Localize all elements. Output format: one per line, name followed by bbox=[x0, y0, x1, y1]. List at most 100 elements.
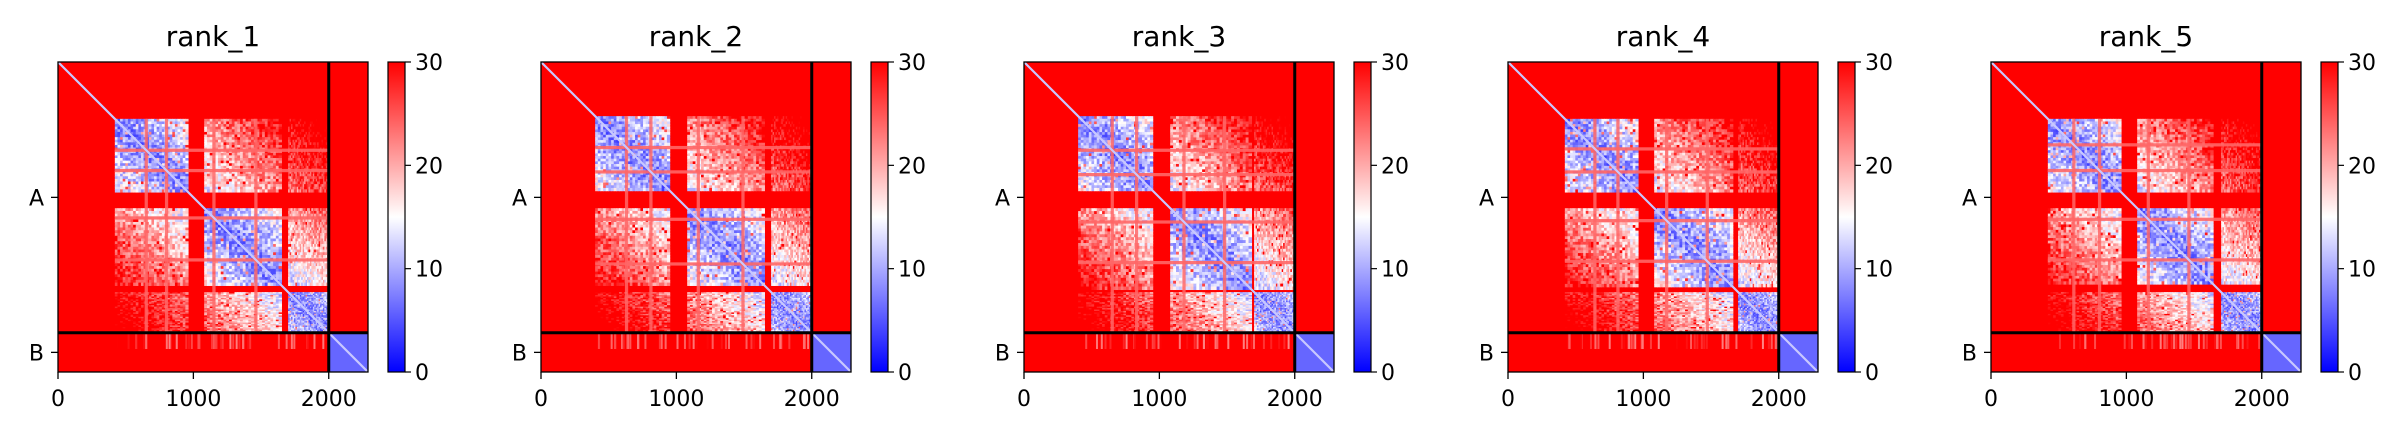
pae-cell bbox=[185, 274, 189, 278]
pae-cell bbox=[320, 165, 323, 170]
pae-cell bbox=[220, 213, 225, 218]
pae-cell bbox=[159, 152, 163, 157]
pae-cell bbox=[295, 246, 298, 251]
pae-cell bbox=[133, 306, 137, 309]
pae-cell bbox=[311, 176, 314, 180]
pae-cell bbox=[206, 252, 211, 256]
pae-cell bbox=[311, 118, 314, 123]
pae-cell bbox=[302, 126, 305, 130]
pae-cell bbox=[125, 244, 129, 248]
pae-cell bbox=[154, 131, 158, 136]
pae-cell bbox=[167, 305, 171, 308]
pae-cell bbox=[206, 181, 211, 185]
pae-cell bbox=[314, 277, 317, 281]
pae-cell bbox=[296, 152, 299, 157]
pae-cell bbox=[259, 144, 263, 149]
pae-cell bbox=[296, 189, 299, 193]
pae-cell bbox=[309, 171, 312, 175]
pae-cell bbox=[167, 246, 171, 251]
pae-cell bbox=[308, 163, 311, 167]
pae-cell bbox=[185, 230, 189, 234]
pae-cell bbox=[262, 176, 266, 180]
pae-cell bbox=[114, 277, 119, 281]
pae-cell bbox=[251, 219, 255, 223]
pae-cell bbox=[167, 139, 171, 143]
pae-cell bbox=[308, 213, 311, 218]
pae-cell bbox=[259, 121, 263, 125]
pae-cell bbox=[114, 263, 119, 267]
pae-cell bbox=[140, 163, 145, 167]
pae-cell bbox=[296, 274, 299, 278]
pae-cell bbox=[130, 139, 134, 143]
pae-cell bbox=[204, 260, 208, 264]
pae-cell bbox=[321, 134, 324, 138]
pae-cell bbox=[289, 165, 292, 170]
pae-cell bbox=[248, 279, 252, 284]
pae-cell bbox=[231, 173, 236, 177]
pae-cell bbox=[161, 124, 166, 128]
pae-cell bbox=[215, 121, 219, 125]
pae-cell bbox=[231, 213, 236, 218]
pae-cell bbox=[226, 121, 230, 125]
pae-cell bbox=[278, 241, 282, 245]
pae-cell bbox=[248, 189, 252, 193]
pae-cell bbox=[174, 165, 179, 170]
pae-cell bbox=[278, 184, 282, 188]
pae-cell bbox=[251, 165, 255, 170]
pae-cell bbox=[223, 235, 227, 240]
pae-cell bbox=[133, 155, 137, 159]
pae-cell bbox=[322, 131, 325, 136]
pae-cell bbox=[169, 300, 173, 303]
pae-cell bbox=[215, 221, 219, 226]
pae-cell bbox=[292, 279, 295, 284]
pae-cell bbox=[315, 165, 318, 170]
pae-cell bbox=[169, 249, 173, 253]
pae-cell bbox=[167, 178, 171, 183]
pae-cell bbox=[325, 274, 328, 278]
pae-cell bbox=[161, 178, 166, 183]
pae-cell bbox=[262, 230, 266, 234]
pae-cell bbox=[125, 260, 129, 264]
pae-cell bbox=[231, 252, 236, 256]
pae-cell bbox=[293, 221, 296, 226]
pae-cell bbox=[275, 274, 280, 278]
pae-cell bbox=[177, 297, 181, 300]
pae-cell bbox=[293, 131, 296, 136]
pae-cell bbox=[154, 134, 158, 138]
pae-cell bbox=[127, 271, 132, 275]
pae-cell bbox=[156, 165, 160, 170]
pae-cell bbox=[114, 274, 119, 278]
pae-cell bbox=[273, 139, 277, 143]
pae-cell bbox=[291, 142, 294, 146]
pae-cell bbox=[133, 213, 137, 218]
pae-cell bbox=[159, 224, 163, 229]
pae-cell bbox=[180, 165, 184, 170]
pae-cell bbox=[182, 173, 186, 177]
pae-cell bbox=[278, 131, 282, 136]
pae-cell bbox=[322, 142, 325, 146]
pae-cell bbox=[273, 241, 277, 245]
pae-cell bbox=[114, 252, 119, 256]
pae-cell bbox=[172, 263, 176, 267]
pae-cell bbox=[245, 181, 249, 185]
pae-cell bbox=[264, 184, 269, 188]
pae-cell bbox=[293, 178, 296, 183]
pae-cell bbox=[172, 189, 176, 193]
pae-cell bbox=[320, 271, 323, 275]
pae-cell bbox=[298, 277, 301, 281]
pae-cell bbox=[320, 139, 323, 143]
pae-cell bbox=[127, 302, 132, 305]
pae-cell bbox=[264, 235, 269, 240]
pae-cell bbox=[262, 274, 266, 278]
pae-cell bbox=[229, 213, 233, 218]
pae-cell bbox=[161, 296, 166, 299]
pae-cell bbox=[148, 134, 153, 138]
pae-cell bbox=[122, 155, 126, 159]
pae-cell bbox=[174, 210, 179, 215]
pae-cell bbox=[299, 221, 302, 226]
pae-cell bbox=[312, 268, 315, 273]
pae-cell bbox=[299, 139, 302, 143]
pae-cell bbox=[182, 126, 186, 130]
pae-cell bbox=[320, 210, 323, 215]
